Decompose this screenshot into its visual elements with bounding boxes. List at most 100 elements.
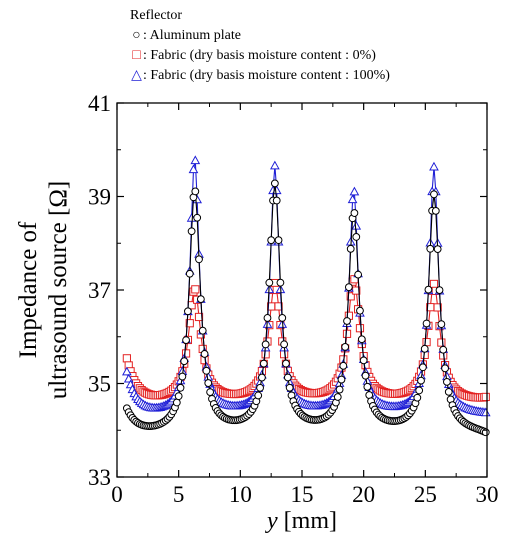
- point-series-0: [276, 278, 285, 287]
- point-series-2: [429, 161, 439, 171]
- point-series-0: [433, 245, 442, 254]
- point-series-0: [198, 326, 207, 335]
- legend: Reflector ○: Aluminum plate □: Fabric (d…: [130, 6, 390, 86]
- point-series-0: [333, 393, 342, 401]
- point-series-0: [261, 340, 270, 349]
- point-series-0: [191, 187, 200, 196]
- point-series-0: [256, 383, 264, 392]
- point-series-1: [191, 285, 200, 294]
- point-series-0: [193, 213, 202, 222]
- point-series-0: [344, 283, 353, 292]
- point-series-0: [259, 359, 268, 368]
- point-series-0: [354, 270, 363, 279]
- legend-item-fabric-0: □: Fabric (dry basis moisture content : …: [130, 46, 390, 66]
- point-series-0: [435, 286, 444, 295]
- point-series-0: [267, 236, 276, 245]
- y-tick-label-1: 35: [88, 372, 111, 397]
- point-series-0: [187, 227, 196, 236]
- point-series-1: [122, 354, 131, 363]
- x-tick-label-4: 20: [352, 482, 375, 507]
- point-series-0: [418, 363, 427, 372]
- point-series-0: [420, 344, 429, 353]
- legend-label-aluminum: : Aluminum plate: [143, 28, 241, 43]
- legend-marker-aluminum: ○: [132, 28, 141, 43]
- x-tick-label-2: 10: [229, 482, 252, 507]
- point-series-0: [350, 209, 359, 217]
- legend-item-fabric-100: △: Fabric (dry basis moisture content : …: [130, 66, 390, 86]
- point-series-0: [343, 317, 351, 325]
- legend-item-aluminum: ○: Aluminum plate: [130, 26, 390, 46]
- point-series-0: [174, 392, 183, 401]
- y-axis-label-line2: ultrasound source [Ω]: [45, 181, 72, 400]
- point-series-0: [265, 278, 274, 287]
- point-series-0: [422, 319, 431, 328]
- point-series-0: [204, 379, 213, 387]
- point-series-0: [415, 386, 424, 395]
- point-series-0: [263, 314, 272, 322]
- y-tick-label-3: 39: [88, 185, 111, 210]
- point-series-1: [185, 319, 194, 328]
- point-series-0: [184, 307, 192, 316]
- point-series-1: [437, 338, 446, 347]
- point-series-2: [190, 155, 201, 165]
- point-series-0: [444, 387, 453, 396]
- point-series-0: [254, 391, 263, 400]
- point-series-2: [351, 220, 362, 230]
- point-series-0: [337, 375, 346, 384]
- point-series-0: [339, 361, 348, 370]
- y-tick-label-2: 37: [88, 278, 111, 303]
- y-axis-label-line1: Impedance of: [15, 221, 42, 358]
- point-series-2: [347, 194, 358, 204]
- axes: 0 5 10 15 20 25 30 33 35 37 39 41: [88, 91, 499, 507]
- point-series-0: [356, 306, 364, 315]
- point-series-0: [202, 366, 211, 375]
- x-tick-label-3: 15: [291, 482, 314, 507]
- point-series-0: [431, 206, 440, 215]
- point-series-0: [196, 295, 205, 304]
- point-series-0: [441, 364, 449, 373]
- point-series-2: [480, 407, 491, 417]
- point-series-0: [439, 345, 448, 354]
- point-series-1: [481, 392, 490, 402]
- point-series-0: [176, 383, 185, 392]
- point-series-1: [342, 329, 352, 338]
- plot-series: [122, 155, 491, 437]
- point-series-0: [341, 342, 350, 351]
- point-series-0: [172, 398, 181, 407]
- point-series-0: [272, 196, 281, 205]
- point-series-1: [422, 338, 431, 347]
- point-series-1: [194, 312, 204, 322]
- x-axis-label-unit: [mm]: [284, 508, 337, 534]
- point-series-0: [182, 336, 190, 345]
- point-series-0: [206, 388, 215, 396]
- point-series-0: [417, 376, 425, 385]
- point-series-0: [185, 269, 194, 278]
- x-tick-label-0: 0: [111, 482, 123, 507]
- point-series-0: [200, 350, 209, 358]
- point-series-0: [178, 372, 187, 381]
- point-series-0: [282, 359, 290, 368]
- point-series-0: [361, 371, 370, 380]
- point-series-0: [270, 179, 279, 188]
- point-series-2: [122, 366, 132, 376]
- x-tick-label-1: 5: [173, 482, 185, 507]
- point-series-0: [335, 385, 344, 394]
- y-tick-label-0: 33: [88, 465, 111, 490]
- point-series-2: [349, 186, 360, 196]
- point-series-1: [346, 292, 355, 301]
- point-series-2: [188, 164, 199, 174]
- point-series-0: [363, 382, 372, 391]
- point-series-0: [424, 285, 433, 294]
- y-tick-label-4: 41: [88, 91, 111, 116]
- point-series-0: [258, 373, 266, 382]
- point-series-0: [443, 377, 451, 386]
- point-series-0: [283, 373, 292, 382]
- legend-title: Reflector: [130, 8, 183, 23]
- point-series-0: [437, 320, 446, 329]
- point-series-0: [357, 335, 366, 344]
- point-series-0: [280, 340, 289, 349]
- point-series-0: [352, 233, 361, 241]
- point-series-0: [426, 244, 435, 253]
- x-axis-label-var: y: [265, 508, 278, 534]
